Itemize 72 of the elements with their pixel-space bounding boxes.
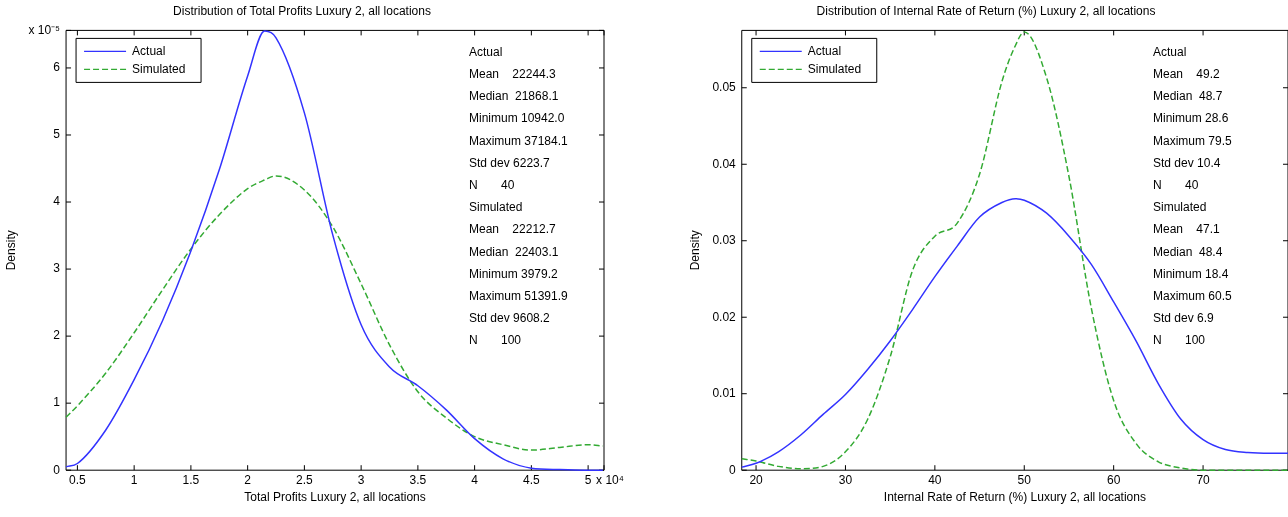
x-tick-label: 70	[1196, 472, 1211, 487]
x-tick-label: 0.5	[69, 472, 87, 487]
x-tick-label: 2.5	[296, 472, 314, 487]
x-tick-label: 3.5	[409, 472, 427, 487]
y-tick-label: 0	[729, 462, 737, 477]
annotation: Mean 22212.7	[469, 222, 557, 237]
y-tick-label: 0	[53, 462, 61, 477]
annotation: Minimum 18.4	[1153, 266, 1229, 281]
y-tick-label: x 10⁻⁵	[28, 22, 61, 37]
y-tick-label: 0.01	[712, 386, 737, 401]
y-tick-label: 0.03	[712, 233, 737, 248]
annotation: Median 48.7	[1153, 89, 1223, 104]
x-tick-label: 1.5	[182, 472, 200, 487]
y-tick-label: 0.02	[712, 309, 737, 324]
x-axis-title: Total Profits Luxury 2, all locations	[244, 490, 426, 505]
line-series	[741, 31, 1288, 471]
annotation: Median 48.4	[1153, 244, 1223, 259]
y-tick-label: 6	[53, 60, 61, 75]
x-tick-label: 50	[1017, 472, 1032, 487]
chart-title: Distribution of Total Profits Luxury 2, all locations	[173, 3, 431, 18]
line-series	[65, 30, 604, 471]
y-tick-label: 0.05	[712, 80, 737, 95]
annotation: Minimum 10942.0	[469, 111, 565, 126]
annotation: N 40	[1153, 177, 1199, 192]
line-series	[741, 197, 1288, 468]
x-tick-label: 5	[584, 472, 592, 487]
chart-title: Distribution of Internal Rate of Return (%) Luxury 2, all locations	[816, 3, 1156, 18]
legend-label: Actual	[807, 43, 842, 58]
x-tick-label: x 10⁴	[596, 472, 624, 487]
x-tick-label: 30	[838, 472, 853, 487]
x-tick-label: 40	[928, 472, 942, 487]
annotation: Std dev 6223.7	[469, 155, 551, 170]
annotation: N 100	[1153, 333, 1206, 348]
annotation: Mean 22244.3	[469, 66, 557, 81]
annotation: Maximum 60.5	[1153, 288, 1233, 303]
x-tick-label: 4	[471, 472, 479, 487]
annotation: Maximum 79.5	[1153, 133, 1233, 148]
annotation: Mean 47.1	[1153, 222, 1221, 237]
x-tick-label: 4.5	[523, 472, 541, 487]
legend-label: Simulated	[807, 61, 862, 76]
annotation: Median 22403.1	[469, 244, 559, 259]
annotation: Maximum 51391.9	[469, 288, 569, 303]
x-tick-label: 3	[357, 472, 365, 487]
annotation: Median 21868.1	[469, 89, 559, 104]
annotation: N 100	[469, 333, 522, 348]
legend-label: Simulated	[132, 61, 186, 76]
y-tick-label: 5	[53, 127, 61, 142]
annotation: N 40	[469, 177, 515, 192]
y-tick-label: 1	[53, 395, 61, 410]
x-tick-label: 20	[749, 472, 764, 487]
annotation: Actual	[1153, 44, 1187, 59]
y-tick-label: 2	[53, 328, 61, 343]
annotation: Std dev 6.9	[1153, 311, 1215, 326]
y-axis-title: Density	[687, 230, 702, 271]
legend-label: Actual	[132, 43, 166, 58]
y-tick-label: 3	[53, 261, 61, 276]
annotation: Minimum 28.6	[1153, 111, 1229, 126]
annotation: Actual	[469, 44, 503, 59]
annotation: Std dev 10.4	[1153, 155, 1221, 170]
y-axis-title: Density	[3, 230, 18, 271]
annotation: Minimum 3979.2	[469, 266, 559, 281]
x-tick-label: 1	[130, 472, 138, 487]
annotation: Maximum 37184.1	[469, 133, 569, 148]
x-tick-label: 60	[1106, 472, 1121, 487]
annotation: Simulated	[1153, 200, 1207, 215]
x-tick-label: 2	[244, 472, 252, 487]
y-tick-label: 0.04	[712, 156, 737, 171]
annotation: Simulated	[469, 200, 523, 215]
y-tick-label: 4	[53, 194, 61, 209]
annotation: Mean 49.2	[1153, 66, 1221, 81]
annotation: Std dev 9608.2	[469, 311, 551, 326]
x-axis-title: Internal Rate of Return (%) Luxury 2, all locations	[883, 490, 1146, 505]
